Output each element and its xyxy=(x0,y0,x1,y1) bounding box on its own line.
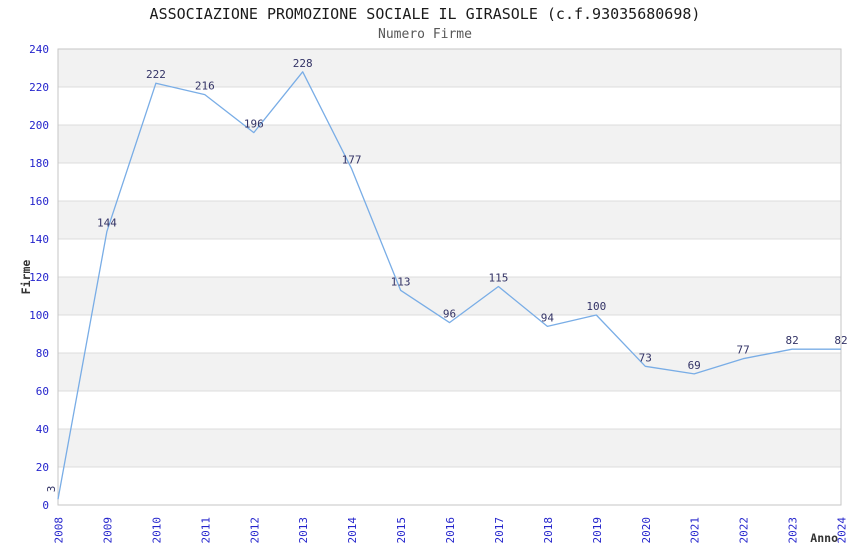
x-tick-label: 2013 xyxy=(297,517,310,544)
x-axis-title: Anno xyxy=(810,531,838,545)
y-tick-label: 0 xyxy=(42,499,49,512)
point-label: 222 xyxy=(146,68,166,81)
point-label: 82 xyxy=(834,334,847,347)
x-tick-label: 2015 xyxy=(395,517,408,544)
point-label: 216 xyxy=(195,80,215,93)
point-label: 3 xyxy=(45,486,58,493)
x-tick-label: 2018 xyxy=(542,517,555,544)
point-label: 100 xyxy=(586,300,606,313)
x-tick-label: 2024 xyxy=(836,517,849,544)
point-label: 94 xyxy=(541,311,555,324)
x-tick-label: 2023 xyxy=(787,517,800,544)
point-label: 144 xyxy=(97,216,117,229)
x-tick-label: 2012 xyxy=(248,517,261,544)
plot-band xyxy=(58,277,841,315)
y-tick-label: 80 xyxy=(36,347,49,360)
y-tick-label: 200 xyxy=(29,119,49,132)
y-tick-label: 120 xyxy=(29,271,49,284)
plot-band xyxy=(58,353,841,391)
y-tick-label: 60 xyxy=(36,385,49,398)
x-tick-label: 2009 xyxy=(101,517,114,544)
y-axis-title: Firme xyxy=(19,260,33,295)
chart-title: ASSOCIAZIONE PROMOZIONE SOCIALE IL GIRAS… xyxy=(149,5,701,23)
x-tick-label: 2019 xyxy=(591,517,604,544)
point-label: 73 xyxy=(639,351,652,364)
point-label: 69 xyxy=(688,359,701,372)
point-label: 177 xyxy=(342,154,362,167)
chart-subtitle: Numero Firme xyxy=(378,27,472,42)
y-tick-label: 20 xyxy=(36,461,49,474)
x-tick-label: 2014 xyxy=(346,517,359,544)
point-label: 82 xyxy=(785,334,798,347)
plot-band xyxy=(58,125,841,163)
y-tick-label: 220 xyxy=(29,81,49,94)
x-tick-label: 2020 xyxy=(640,517,653,544)
x-tick-label: 2022 xyxy=(738,517,751,544)
x-tick-label: 2010 xyxy=(150,517,163,544)
plot-band xyxy=(58,429,841,467)
point-label: 113 xyxy=(391,275,411,288)
point-label: 96 xyxy=(443,308,456,321)
point-label: 115 xyxy=(488,272,508,285)
point-label: 228 xyxy=(293,57,313,70)
x-tick-label: 2011 xyxy=(199,517,212,544)
y-tick-label: 40 xyxy=(36,423,49,436)
y-tick-label: 140 xyxy=(29,233,49,246)
point-label: 196 xyxy=(244,118,264,131)
plot-band xyxy=(58,49,841,87)
data-line xyxy=(57,71,841,500)
plot-border xyxy=(57,48,842,506)
x-tick-label: 2017 xyxy=(493,517,506,544)
x-tick-label: 2008 xyxy=(53,517,66,544)
point-label: 77 xyxy=(736,344,749,357)
y-tick-label: 160 xyxy=(29,195,49,208)
y-tick-label: 180 xyxy=(29,157,49,170)
x-tick-label: 2021 xyxy=(689,517,702,544)
y-tick-label: 240 xyxy=(29,43,49,56)
x-tick-label: 2016 xyxy=(444,517,457,544)
plot-band xyxy=(58,201,841,239)
y-tick-label: 100 xyxy=(29,309,49,322)
